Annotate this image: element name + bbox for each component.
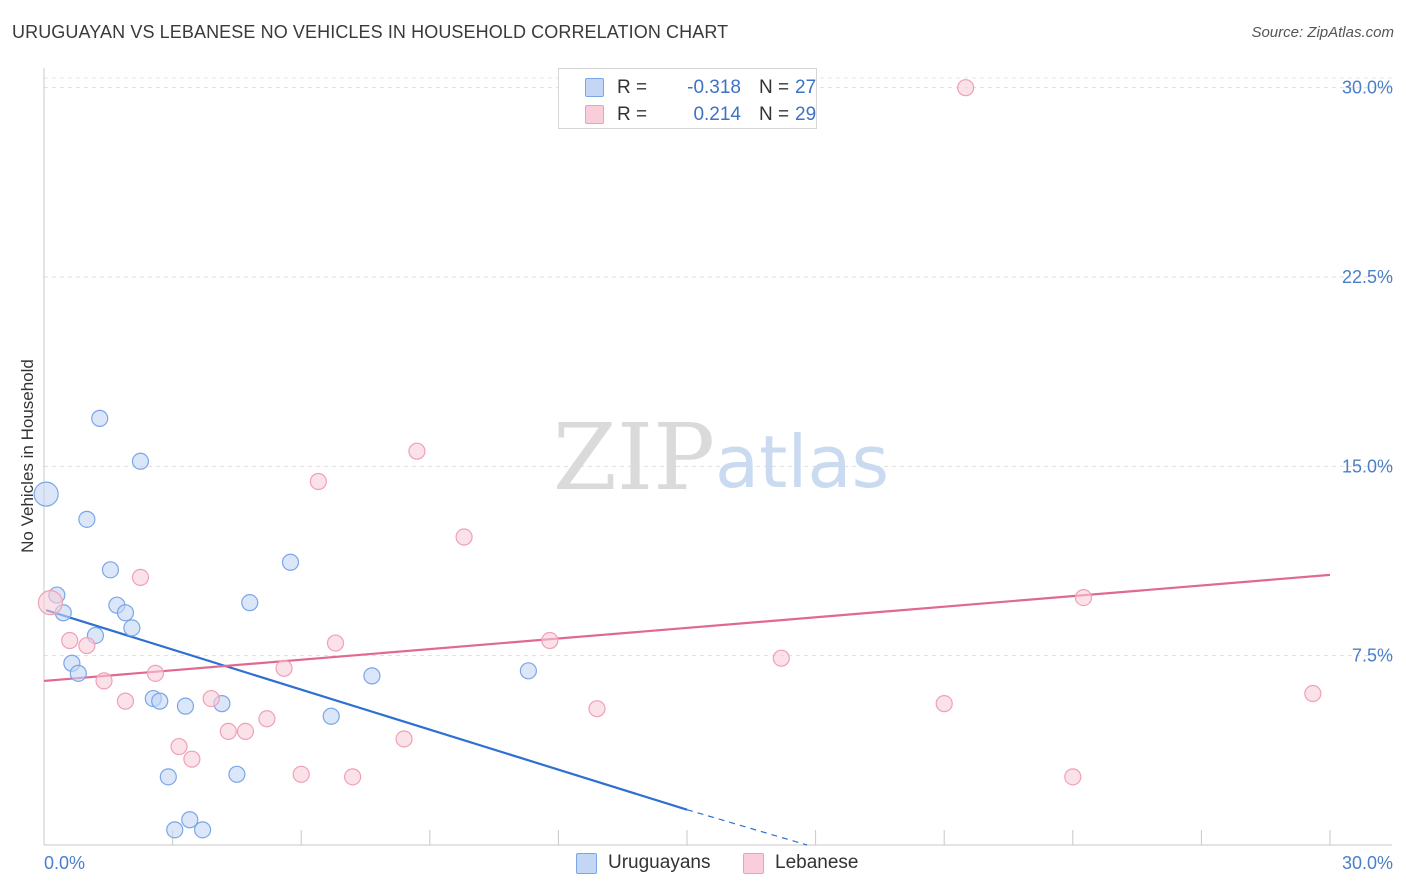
lebanese-point xyxy=(1064,768,1082,786)
lebanese-point xyxy=(37,590,64,616)
uruguayans-point xyxy=(131,452,150,470)
uruguayans-point xyxy=(91,409,109,427)
uruguayans-point xyxy=(194,821,212,839)
lebanese-swatch xyxy=(585,105,604,124)
uruguayans-point xyxy=(241,594,259,612)
uruguayans-trend-extension xyxy=(686,809,808,846)
n-label: N = xyxy=(759,77,790,98)
lebanese-n-value: 29 xyxy=(795,104,817,125)
y-tick-label: 22.5% xyxy=(1342,267,1393,287)
lebanese-point xyxy=(219,722,237,741)
uruguayans-trend-line xyxy=(45,609,688,811)
x-tick-label: 0.0% xyxy=(44,853,85,873)
uruguayans-point xyxy=(33,481,59,507)
uruguayans-point xyxy=(78,510,96,528)
uruguayans-point xyxy=(123,619,141,637)
uruguayans-point xyxy=(519,662,537,680)
uruguayans-r-value: -0.318 xyxy=(687,77,741,98)
chart-source: Source: ZipAtlas.com xyxy=(1251,24,1394,41)
y-tick-label: 15.0% xyxy=(1342,456,1393,476)
uruguayans-point xyxy=(101,561,120,579)
lebanese-point xyxy=(935,695,953,713)
lebanese-point xyxy=(78,636,96,655)
uruguayans-point xyxy=(176,697,195,715)
lebanese-point xyxy=(116,692,135,710)
x-tick-label: 30.0% xyxy=(1342,853,1393,873)
uruguayans-point xyxy=(116,604,135,622)
uruguayans-point xyxy=(181,811,199,829)
uruguayans-legend-label: Uruguayans xyxy=(608,852,711,873)
uruguayans-swatch xyxy=(585,78,604,97)
watermark-atlas: atlas xyxy=(715,420,889,504)
lebanese-point xyxy=(61,631,79,650)
lebanese-point xyxy=(326,634,345,652)
lebanese-point xyxy=(1074,589,1093,607)
lebanese-point xyxy=(408,442,426,460)
lebanese-point xyxy=(170,737,188,756)
uruguayans-point xyxy=(69,664,87,682)
lebanese-point xyxy=(95,672,113,690)
lebanese-point xyxy=(588,700,606,718)
lebanese-point xyxy=(131,568,150,587)
lebanese-point xyxy=(292,765,310,783)
watermark: ZIP atlas xyxy=(553,404,889,511)
lebanese-point xyxy=(455,528,473,546)
uruguayans-point xyxy=(228,765,246,783)
uruguayans-point xyxy=(322,707,340,725)
grid-layer xyxy=(44,77,1392,657)
n-label: N = xyxy=(759,104,790,125)
uruguayans-point xyxy=(151,692,169,710)
lebanese-point xyxy=(236,722,255,741)
correlation-legend: R = -0.318 N = 27 R = 0.214 N = 29 xyxy=(558,68,817,129)
lebanese-point xyxy=(183,750,201,768)
lebanese-point xyxy=(275,659,293,677)
lebanese-legend-swatch xyxy=(743,853,764,874)
lebanese-r-value: 0.214 xyxy=(693,104,741,125)
lebanese-point xyxy=(395,730,413,748)
lebanese-point xyxy=(1304,684,1322,703)
lebanese-point xyxy=(957,79,975,97)
tick-label-layer: 7.5% 15.0% 22.5% 30.0% 0.0% 30.0% xyxy=(44,78,1393,873)
lebanese-point xyxy=(309,472,327,491)
uruguayans-n-value: 27 xyxy=(795,77,817,98)
points-layer xyxy=(33,79,1322,839)
r-label: R = xyxy=(617,77,648,98)
y-tick-label: 30.0% xyxy=(1342,78,1393,98)
chart-title: URUGUAYAN VS LEBANESE NO VEHICLES IN HOU… xyxy=(12,22,729,42)
lebanese-legend-label: Lebanese xyxy=(775,852,859,873)
lebanese-point xyxy=(146,664,165,682)
uruguayans-point xyxy=(159,768,177,786)
lebanese-point xyxy=(344,768,362,786)
uruguayans-point xyxy=(281,553,300,571)
lebanese-point xyxy=(541,631,559,650)
r-label: R = xyxy=(617,104,648,125)
uruguayans-point xyxy=(363,667,381,685)
lebanese-point xyxy=(772,649,790,667)
trend-layer xyxy=(43,573,1331,846)
y-tick-label: 7.5% xyxy=(1352,646,1393,666)
watermark-zip: ZIP xyxy=(553,404,715,511)
uruguayans-legend-swatch xyxy=(576,853,597,874)
lebanese-trend-line xyxy=(43,573,1331,683)
lebanese-point xyxy=(258,710,276,728)
uruguayans-point xyxy=(166,821,184,839)
axis-layer xyxy=(43,68,1392,846)
lebanese-point xyxy=(202,689,220,708)
